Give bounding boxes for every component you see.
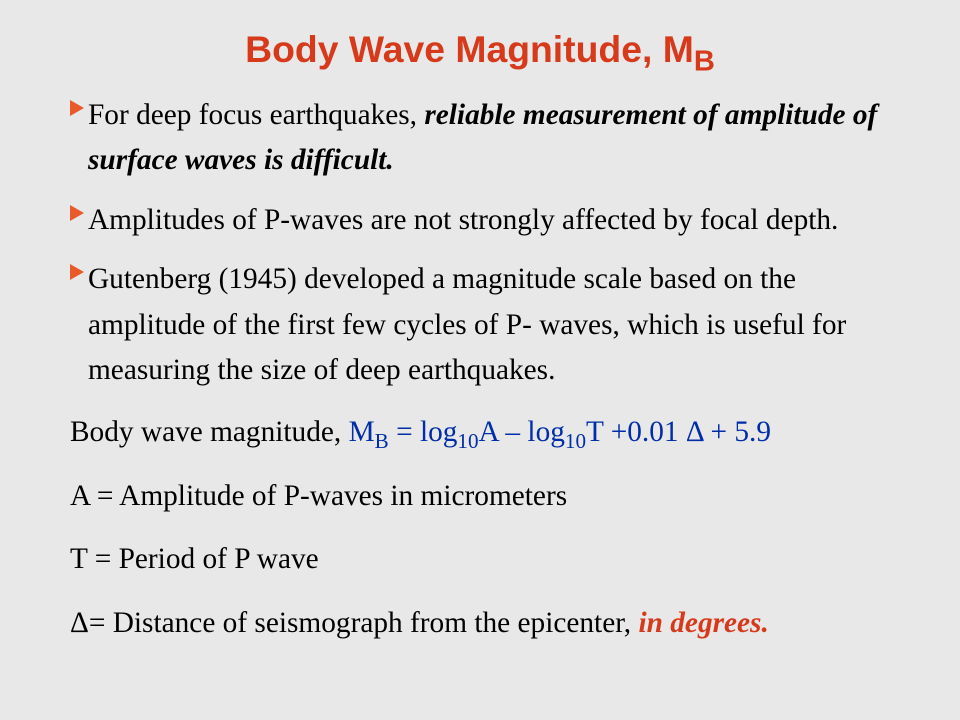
definition-delta: Δ= Distance of seismograph from the epic… (70, 599, 890, 649)
chevron-right-icon (70, 264, 84, 280)
sub-a: 10 (457, 429, 478, 453)
bullet-text: Gutenberg (1945) developed a magnitude s… (88, 257, 890, 393)
bullet-item: For deep focus earthquakes, reliable mea… (70, 93, 890, 184)
bullet-item: Gutenberg (1945) developed a magnitude s… (70, 257, 890, 393)
title-text: Body Wave Magnitude, M (245, 28, 694, 70)
sym-sub: B (375, 429, 389, 453)
slide: Body Wave Magnitude, MB For deep focus e… (0, 0, 960, 720)
text-plain: Amplitudes of P-waves are not strongly a… (88, 204, 838, 236)
definition-a: A = Amplitude of P-waves in micrometers (70, 472, 890, 522)
bullet-item: Amplitudes of P-waves are not strongly a… (70, 198, 890, 243)
expr-b: A – log (479, 416, 565, 448)
bullet-text: Amplitudes of P-waves are not strongly a… (88, 198, 890, 243)
slide-title: Body Wave Magnitude, MB (70, 28, 890, 71)
chevron-right-icon (70, 205, 84, 221)
definition-t: T = Period of P wave (70, 535, 890, 585)
expr-a: = log (389, 416, 458, 448)
sym-pre: M (349, 416, 375, 448)
text-plain: Δ= Distance of seismograph from the epic… (70, 607, 638, 639)
title-subscript: B (694, 45, 715, 77)
chevron-right-icon (70, 100, 84, 116)
sub-b: 10 (565, 429, 586, 453)
bullet-text: For deep focus earthquakes, reliable mea… (88, 93, 890, 184)
text-plain: Gutenberg (1945) developed a magnitude s… (88, 263, 846, 386)
formula-lead: Body wave magnitude, (70, 416, 349, 448)
formula-line: Body wave magnitude, MB = log10A – log10… (70, 408, 890, 458)
text-emphasis-red: in degrees. (638, 607, 768, 639)
text-plain: For deep focus earthquakes, (88, 99, 424, 131)
formula-expression: MB = log10A – log10T +0.01 Δ + 5.9 (349, 416, 771, 448)
expr-c: T +0.01 Δ + 5.9 (586, 416, 771, 448)
